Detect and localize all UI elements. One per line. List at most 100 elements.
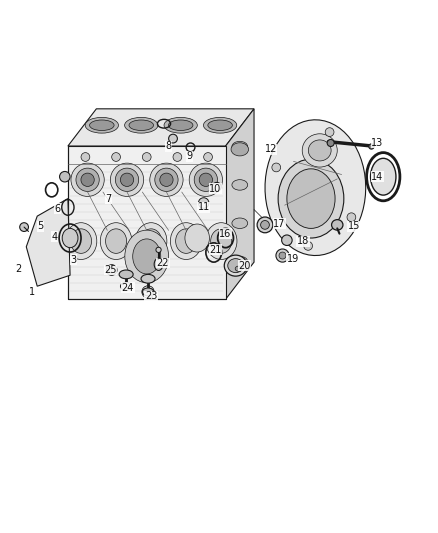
Ellipse shape: [282, 235, 292, 246]
Text: 7: 7: [106, 193, 112, 204]
Text: 8: 8: [166, 141, 172, 151]
Ellipse shape: [168, 120, 193, 131]
Circle shape: [173, 152, 182, 161]
Polygon shape: [68, 146, 226, 300]
Polygon shape: [26, 199, 70, 286]
Circle shape: [109, 267, 115, 273]
Text: 13: 13: [371, 138, 384, 148]
Ellipse shape: [106, 229, 127, 253]
Circle shape: [112, 152, 120, 161]
Text: 24: 24: [122, 282, 134, 293]
Text: 17: 17: [273, 219, 286, 229]
Ellipse shape: [185, 224, 209, 252]
Text: 19: 19: [286, 254, 299, 264]
Text: 5: 5: [37, 221, 43, 231]
Circle shape: [106, 265, 117, 275]
Ellipse shape: [224, 255, 247, 276]
Ellipse shape: [232, 141, 248, 152]
Ellipse shape: [332, 220, 343, 230]
Text: 6: 6: [55, 204, 61, 214]
Ellipse shape: [110, 163, 144, 197]
Ellipse shape: [124, 117, 158, 133]
Ellipse shape: [276, 249, 289, 262]
Circle shape: [304, 241, 313, 251]
Ellipse shape: [65, 223, 97, 260]
Ellipse shape: [160, 173, 173, 187]
Ellipse shape: [115, 168, 139, 191]
Circle shape: [369, 144, 374, 149]
Ellipse shape: [232, 218, 248, 229]
Ellipse shape: [278, 159, 344, 238]
Ellipse shape: [261, 221, 269, 229]
Ellipse shape: [142, 288, 154, 296]
Circle shape: [169, 134, 177, 143]
Ellipse shape: [141, 229, 162, 253]
Ellipse shape: [198, 198, 209, 208]
Ellipse shape: [194, 168, 218, 191]
Ellipse shape: [125, 230, 169, 282]
Ellipse shape: [60, 172, 70, 182]
Ellipse shape: [71, 163, 104, 197]
Text: 14: 14: [371, 172, 384, 182]
Circle shape: [204, 152, 212, 161]
Ellipse shape: [287, 169, 335, 229]
Ellipse shape: [257, 217, 273, 233]
Ellipse shape: [71, 229, 92, 253]
Ellipse shape: [155, 168, 178, 191]
Ellipse shape: [231, 143, 249, 156]
Ellipse shape: [120, 173, 134, 187]
Circle shape: [81, 152, 90, 161]
Ellipse shape: [164, 117, 197, 133]
Ellipse shape: [176, 229, 197, 253]
Ellipse shape: [308, 140, 331, 161]
Ellipse shape: [189, 163, 223, 197]
Text: 18: 18: [297, 236, 309, 246]
Text: 25: 25: [104, 265, 117, 275]
Circle shape: [142, 152, 151, 161]
Ellipse shape: [76, 168, 99, 191]
Ellipse shape: [208, 120, 232, 131]
Polygon shape: [226, 109, 254, 300]
Ellipse shape: [120, 282, 132, 290]
Ellipse shape: [119, 270, 133, 279]
Ellipse shape: [228, 259, 244, 273]
Circle shape: [272, 163, 281, 172]
Text: 9: 9: [186, 151, 192, 161]
Ellipse shape: [170, 223, 202, 260]
Ellipse shape: [235, 266, 242, 271]
Ellipse shape: [62, 229, 78, 248]
Polygon shape: [265, 120, 366, 255]
Circle shape: [156, 247, 161, 253]
Text: 22: 22: [157, 258, 169, 268]
Text: 21: 21: [209, 245, 222, 255]
Text: 23: 23: [145, 291, 157, 301]
Circle shape: [347, 213, 356, 222]
Circle shape: [20, 223, 28, 231]
Ellipse shape: [129, 120, 153, 131]
Text: 11: 11: [198, 203, 210, 212]
Text: 4: 4: [52, 232, 58, 242]
Ellipse shape: [85, 117, 118, 133]
Ellipse shape: [199, 173, 212, 187]
Text: 10: 10: [209, 183, 222, 193]
Ellipse shape: [89, 120, 114, 131]
Circle shape: [212, 182, 221, 191]
Ellipse shape: [371, 158, 396, 195]
Circle shape: [327, 140, 334, 147]
Text: 2: 2: [15, 264, 21, 273]
Text: 12: 12: [265, 144, 277, 154]
Ellipse shape: [302, 134, 337, 167]
Text: 1: 1: [29, 287, 35, 297]
Ellipse shape: [203, 117, 237, 133]
Ellipse shape: [279, 252, 286, 259]
Ellipse shape: [135, 223, 167, 260]
Text: 15: 15: [348, 221, 360, 231]
Text: 3: 3: [71, 255, 77, 265]
Circle shape: [325, 128, 334, 136]
Ellipse shape: [232, 256, 248, 267]
Polygon shape: [68, 109, 254, 146]
Ellipse shape: [133, 239, 161, 274]
Ellipse shape: [100, 223, 132, 260]
Ellipse shape: [81, 173, 94, 187]
Ellipse shape: [141, 274, 155, 283]
